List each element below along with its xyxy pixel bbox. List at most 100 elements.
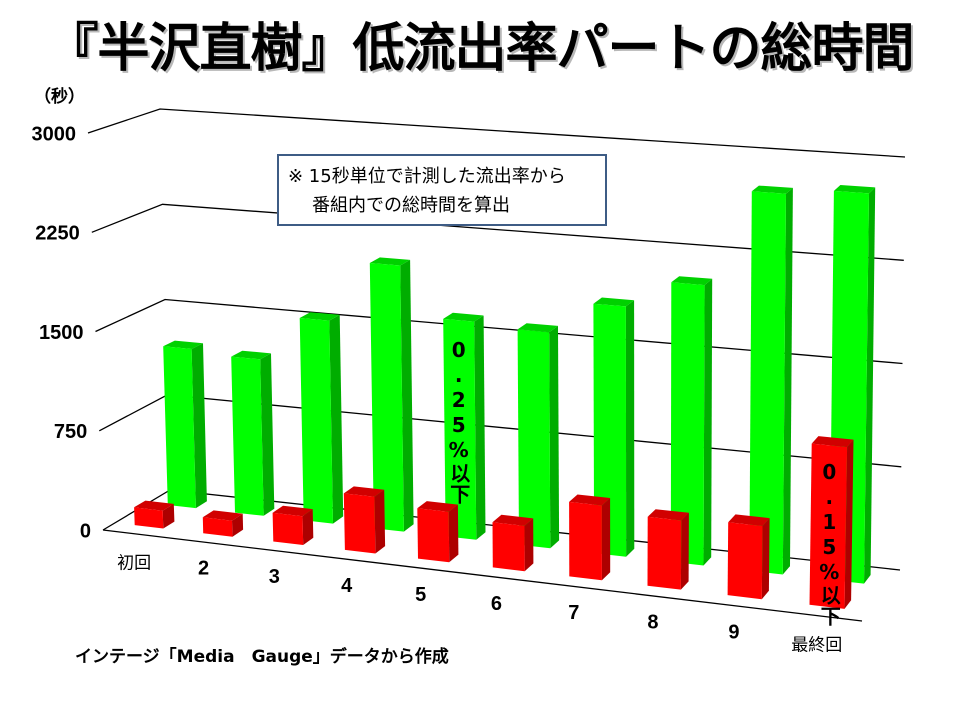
bar-top-face (272, 505, 313, 517)
bar-top-face (647, 509, 689, 521)
gridline-1500 (95, 298, 903, 365)
x-axis-category-labels: 初回 2 3 4 5 6 7 8 9 最終回 (117, 554, 842, 655)
bar-series-1-category-6 (517, 323, 560, 549)
bar-series-2-category-4 (343, 486, 386, 554)
series-2-bars (134, 436, 854, 609)
bar-series-2-category-5 (417, 501, 459, 563)
bar-front-face (369, 263, 404, 532)
x-tick-label-8: 8 (647, 612, 658, 634)
x-tick-label-4: 4 (341, 575, 353, 597)
bar-front-face (647, 516, 682, 590)
y-tick-label-3000: 3000 (32, 123, 77, 145)
bar-side-face (374, 489, 386, 554)
bar-series-2-category-1 (134, 500, 175, 529)
bar-series-2-category-7 (569, 494, 611, 581)
bar-top-face (569, 494, 611, 506)
bar-front-face (299, 318, 333, 524)
note-line-2: 番組内での総時間を算出 (312, 195, 510, 216)
bar-series-2-category-2 (202, 510, 244, 537)
bar-top-face (492, 514, 534, 526)
bars (134, 185, 876, 609)
bar-front-face (163, 346, 196, 509)
bar-top-face (369, 257, 411, 266)
y-tick-label-1500: 1500 (39, 322, 84, 344)
bar-front-face (343, 493, 376, 554)
y-axis-unit-label: （秒） (34, 87, 85, 107)
x-tick-label-3: 3 (269, 566, 280, 588)
bar-series-1-category-7 (593, 297, 635, 557)
source-caption: インテージ「Media Gauge」データから作成 (75, 647, 449, 667)
y-tick-label-0: 0 (80, 520, 91, 542)
bar-top-face (751, 185, 793, 194)
bar-top-face (417, 501, 458, 512)
bar-series-1-category-4 (369, 257, 414, 532)
x-tick-label-1: 初回 (117, 554, 151, 573)
bar-top-face (728, 514, 770, 526)
y-axis-tick-labels: 0 750 1500 2250 3000 (32, 123, 92, 542)
bar-top-face (163, 340, 203, 349)
bar-series-2-category-3 (272, 505, 314, 545)
x-tick-label-9: 9 (728, 621, 739, 643)
bar-side-face (601, 498, 611, 581)
gridline-3000 (87, 108, 906, 158)
gridline-2250 (91, 203, 904, 261)
bar-top-face (343, 486, 385, 497)
x-tick-label-10: 最終回 (791, 635, 842, 654)
page-title: 『半沢直樹』低流出率パートの総時間 (46, 19, 914, 79)
bar-top-face (134, 500, 174, 511)
bar-front-face (202, 517, 233, 537)
series-1-bars (163, 185, 876, 584)
bar-side-face (782, 187, 793, 575)
bar-series-2-category-10 (809, 436, 854, 609)
bar-series-2-category-9 (727, 514, 770, 600)
bar-front-face (593, 303, 627, 557)
bar-front-face (231, 356, 264, 516)
bar-front-face (492, 522, 525, 572)
bar-front-face (670, 282, 705, 566)
note-box: ※ 15秒単位で計測した流出率から 番組内での総時間を算出 (277, 154, 607, 226)
bar-series-1-category-5 (443, 312, 486, 540)
x-tick-label-2: 2 (198, 558, 209, 580)
bar-side-face (329, 314, 344, 524)
floor-front-edge (102, 529, 863, 622)
bar-series-2-category-6 (492, 514, 534, 572)
note-line-1: ※ 15秒単位で計測した流出率から (288, 166, 566, 187)
bar-front-face (134, 507, 164, 529)
bar-front-face (727, 522, 763, 600)
bar-top-face (202, 510, 243, 521)
x-tick-label-6: 6 (491, 593, 502, 615)
bar-side-face (703, 278, 713, 566)
bar-series-1-category-9 (749, 185, 793, 575)
bar-side-face (524, 518, 534, 572)
bar-series-1-category-8 (670, 276, 713, 566)
bar-side-face (864, 187, 876, 584)
bar-front-face (809, 443, 848, 609)
bar-side-face (260, 353, 275, 516)
bar-series-1-category-1 (163, 340, 207, 509)
bar-front-face (443, 318, 477, 540)
bar-front-face (749, 191, 786, 575)
bar-top-face (443, 312, 484, 322)
bar-series-1-category-2 (231, 350, 275, 516)
bar-top-face (231, 350, 271, 360)
bar-top-face (517, 323, 558, 333)
bar-top-face (811, 436, 854, 448)
bar-side-face (400, 259, 414, 532)
bar-side-face (625, 300, 635, 557)
bar-side-face (232, 513, 244, 537)
bar-series-2-category-8 (647, 509, 689, 590)
bar-top-face (593, 297, 635, 307)
bar-side-face (302, 509, 314, 545)
bar-side-face (191, 343, 207, 509)
bar-side-face (844, 439, 854, 609)
bar-side-face (162, 503, 175, 529)
bar-annotation-1: 0.25%以下 (446, 338, 471, 506)
bar-side-face (549, 325, 560, 549)
bar-side-face (448, 504, 459, 563)
bar-front-face (517, 329, 551, 549)
x-tick-label-7: 7 (568, 602, 579, 624)
bar-top-face (299, 312, 340, 321)
bar-top-face (671, 276, 713, 286)
x-tick-label-5: 5 (415, 584, 426, 606)
